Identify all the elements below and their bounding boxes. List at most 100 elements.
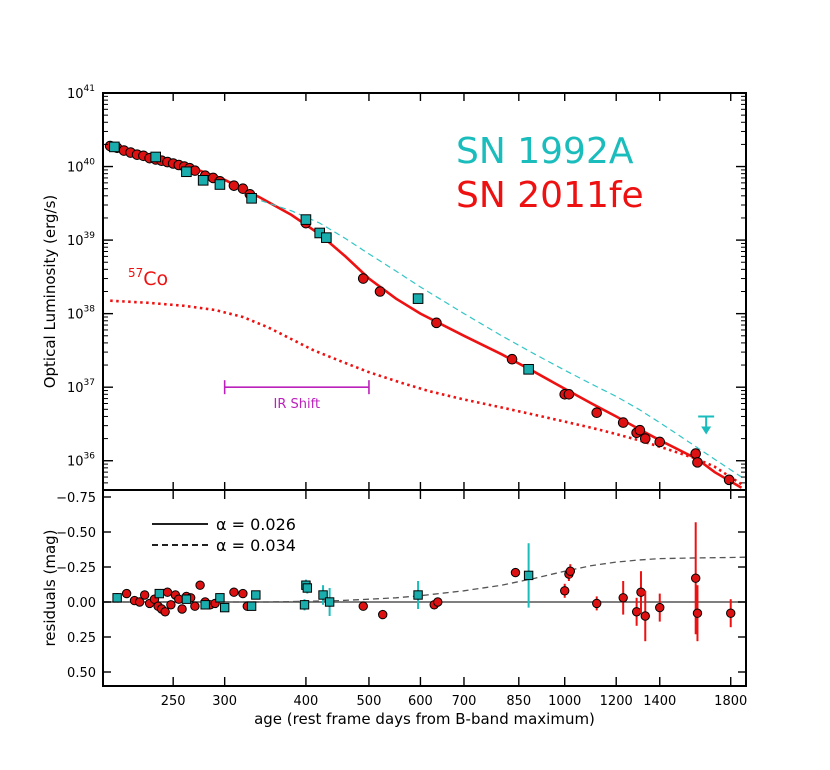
top-point-2011fe xyxy=(431,317,442,329)
residual-point-2011fe xyxy=(640,611,650,621)
top-point-1992a xyxy=(300,214,312,225)
top-point-2011fe xyxy=(506,353,518,365)
residual-point-2011fe xyxy=(692,608,703,618)
bottom-xtick-label: 1000 xyxy=(548,694,581,709)
residual-point-1992a xyxy=(251,590,261,600)
residual-point-1992a xyxy=(219,602,230,613)
ytick-base: 10 xyxy=(67,234,84,249)
top-point-1992a xyxy=(150,151,161,163)
legend-sn2011fe: SN 2011fe xyxy=(456,175,644,216)
top-point-1992a xyxy=(246,193,257,204)
residual-point-2011fe xyxy=(726,608,736,618)
bottom-ytick-label: −0.25 xyxy=(56,561,96,576)
ytick-exp: 37 xyxy=(84,378,95,388)
bottom-ytick-label: −0.50 xyxy=(56,526,96,541)
residual-point-1992a xyxy=(302,583,313,593)
ytick-exp: 39 xyxy=(84,231,96,241)
top-point-2011fe xyxy=(692,457,703,468)
residual-point-2011fe xyxy=(162,587,173,597)
bottom-ytick-label: 0.00 xyxy=(67,596,96,611)
residual-point-2011fe xyxy=(655,602,665,613)
bottom-legend-label-1: α = 0.034 xyxy=(216,536,296,555)
residual-point-1992a xyxy=(112,593,122,603)
top-point-2011fe xyxy=(634,424,646,436)
top-ytick-label: 1040 xyxy=(67,158,95,176)
residual-point-2011fe xyxy=(378,609,388,620)
bottom-plot-area xyxy=(103,522,746,642)
top-upper-limit-arrow xyxy=(698,415,715,435)
bottom-xtick-label: 300 xyxy=(212,694,237,709)
residual-point-2011fe xyxy=(177,604,187,614)
residual-point-2011fe xyxy=(433,597,443,607)
top-point-1992a xyxy=(181,166,192,178)
residual-point-1992a xyxy=(246,601,257,611)
residual-point-2011fe xyxy=(166,600,176,610)
ir-shift-annotation: IR Shift xyxy=(223,380,370,412)
bottom-xtick-label: 1400 xyxy=(643,694,676,709)
top-ytick-label: 1037 xyxy=(67,378,95,396)
top-point-2011fe xyxy=(617,417,629,428)
bottom-xtick-label: 400 xyxy=(294,694,319,709)
residual-point-2011fe xyxy=(690,573,701,583)
residual-point-2011fe xyxy=(229,587,239,597)
co57-text: Co xyxy=(143,268,168,290)
ytick-exp: 41 xyxy=(84,84,95,94)
residual-point-1992a xyxy=(154,588,164,599)
top-frame xyxy=(102,92,747,491)
top-point-2011fe xyxy=(357,273,369,284)
ytick-base: 10 xyxy=(67,455,84,470)
top-curve-1 xyxy=(251,196,742,478)
top-point-2011fe xyxy=(237,183,249,194)
bottom-ylabel: residuals (mag) xyxy=(41,529,59,646)
residual-point-2011fe xyxy=(618,593,628,603)
top-point-2011fe xyxy=(639,433,651,444)
top-point-2011fe xyxy=(374,286,386,297)
residual-point-2011fe xyxy=(121,588,132,599)
top-point-2011fe xyxy=(690,448,701,459)
top-ytick-label: 1039 xyxy=(67,231,95,249)
bottom-xtick-label: 700 xyxy=(452,694,477,709)
residual-point-1992a xyxy=(324,597,335,607)
top-point-2011fe xyxy=(654,436,666,448)
residual-point-2011fe xyxy=(636,587,646,597)
bottom-ytick-label: 0.25 xyxy=(67,631,96,646)
ytick-base: 10 xyxy=(67,161,84,176)
top-point-1992a xyxy=(523,364,534,375)
residual-point-1992a xyxy=(215,593,225,603)
xlabel: age (rest frame days from B-band maximum… xyxy=(254,710,595,728)
bottom-xtick-label: 1800 xyxy=(714,694,747,709)
ytick-exp: 36 xyxy=(84,452,96,462)
residual-point-2011fe xyxy=(238,588,248,599)
top-point-2011fe xyxy=(723,474,735,486)
residual-point-1992a xyxy=(200,600,210,610)
co57-label: 57Co xyxy=(128,266,168,290)
ytick-base: 10 xyxy=(67,87,84,102)
residual-point-2011fe xyxy=(139,590,150,600)
top-ytick-label: 1036 xyxy=(67,452,95,470)
residual-point-2011fe xyxy=(358,601,368,611)
residual-point-1992a xyxy=(523,570,534,581)
bottom-legend-label-0: α = 0.026 xyxy=(216,515,296,534)
residual-point-1992a xyxy=(413,590,423,600)
bottom-xtick-label: 250 xyxy=(161,694,186,709)
ytick-base: 10 xyxy=(67,381,84,396)
top-point-1992a xyxy=(321,232,332,243)
bottom-curve-1 xyxy=(103,556,746,603)
bottom-ytick-label: −0.75 xyxy=(56,491,96,506)
residual-point-2011fe xyxy=(174,594,184,604)
residual-point-2011fe xyxy=(560,586,570,596)
bottom-xtick-label: 500 xyxy=(357,694,382,709)
residual-point-2011fe xyxy=(592,598,602,609)
bottom-xtick-label: 600 xyxy=(408,694,433,709)
top-point-1992a xyxy=(109,141,120,153)
co57-sup: 57 xyxy=(128,266,143,280)
top-ytick-label: 1038 xyxy=(67,305,95,323)
residual-point-1992a xyxy=(181,594,192,604)
bottom-frame xyxy=(102,489,747,687)
residual-point-1992a xyxy=(299,600,310,610)
bottom-ytick-label: 0.50 xyxy=(67,666,96,681)
residual-point-2011fe xyxy=(510,567,521,578)
top-curve-0 xyxy=(109,143,743,489)
top-point-2011fe xyxy=(563,389,575,400)
